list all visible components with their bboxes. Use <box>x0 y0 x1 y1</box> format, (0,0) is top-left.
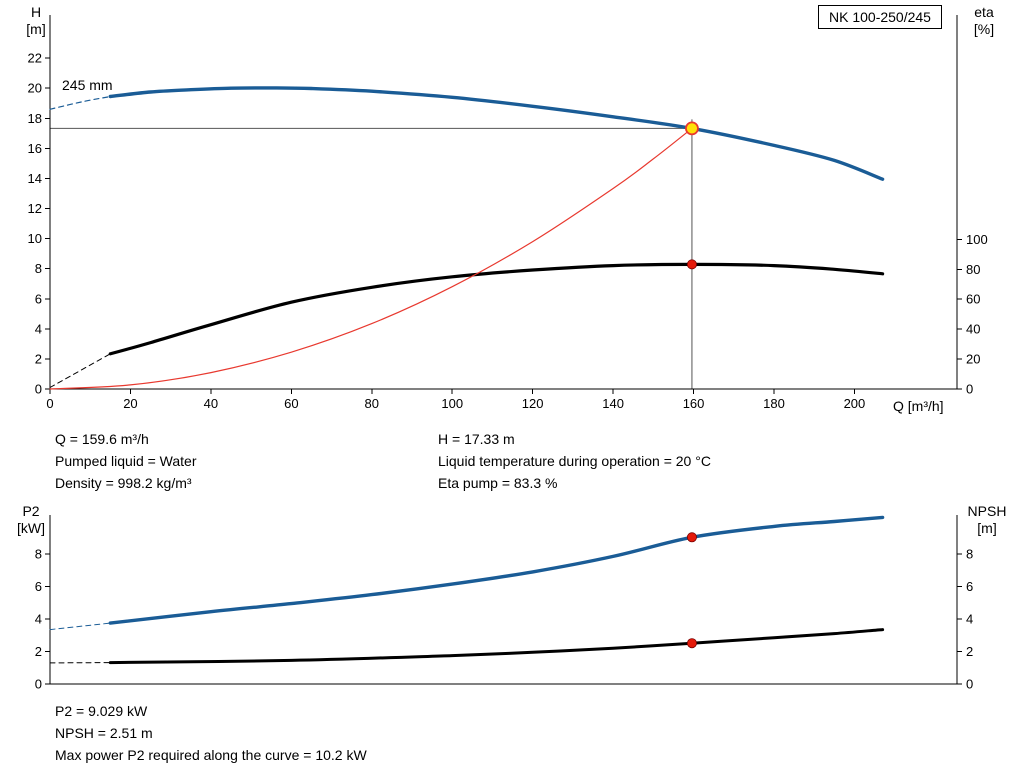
svg-text:2: 2 <box>35 351 42 366</box>
svg-text:100: 100 <box>441 396 463 411</box>
info-h-value: H = 17.33 m <box>438 431 515 447</box>
p2-curve <box>108 515 885 625</box>
system-curve <box>49 127 693 390</box>
npsh-point <box>686 638 697 649</box>
efficiency-curve <box>108 262 885 356</box>
efficiency-point <box>686 259 697 270</box>
p2-axis-title-unit: [kW] <box>17 520 45 536</box>
info-max-power: Max power P2 required along the curve = … <box>55 747 367 763</box>
h-axis-title: H [m] <box>20 4 52 38</box>
efficiency-curve-dashed <box>49 353 111 388</box>
svg-text:8: 8 <box>35 547 42 562</box>
info-density: Density = 998.2 kg/m³ <box>55 475 192 491</box>
svg-text:0: 0 <box>966 677 973 692</box>
svg-text:2: 2 <box>966 644 973 659</box>
svg-text:20: 20 <box>966 352 980 367</box>
svg-text:20: 20 <box>123 396 137 411</box>
svg-text:2: 2 <box>35 644 42 659</box>
svg-text:200: 200 <box>844 396 866 411</box>
svg-text:0: 0 <box>35 382 42 397</box>
power-info: P2 = 9.029 kW NPSH = 2.51 m Max power P2… <box>55 700 367 766</box>
svg-text:40: 40 <box>966 322 980 337</box>
p2-npsh-chart: 0 2 4 6 8 0 2 4 6 8 <box>35 515 973 692</box>
npsh-axis-title-symbol: NPSH <box>967 503 1007 519</box>
svg-text:40: 40 <box>204 396 218 411</box>
svg-text:20: 20 <box>28 81 42 96</box>
q-axis-title: Q [m³/h] <box>893 398 944 414</box>
svg-text:6: 6 <box>35 291 42 306</box>
svg-text:140: 140 <box>602 396 624 411</box>
svg-text:160: 160 <box>683 396 705 411</box>
svg-text:8: 8 <box>966 547 973 562</box>
svg-text:8: 8 <box>35 261 42 276</box>
eta-axis-title-unit: [%] <box>973 21 995 37</box>
svg-text:6: 6 <box>966 579 973 594</box>
svg-text:10: 10 <box>28 231 42 246</box>
svg-text:4: 4 <box>966 612 973 627</box>
svg-text:60: 60 <box>284 396 298 411</box>
p2-point <box>686 532 697 543</box>
pump-curve-245mm <box>108 86 885 181</box>
svg-text:0: 0 <box>35 677 42 692</box>
eta-axis-title: eta [%] <box>964 4 1004 38</box>
info-eta-pump: Eta pump = 83.3 % <box>438 475 558 491</box>
duty-point <box>685 121 699 136</box>
npsh-axis-title-unit: [m] <box>977 520 997 536</box>
info-liquid-temperature: Liquid temperature during operation = 20… <box>438 453 711 469</box>
p2-axis-title-symbol: P2 <box>22 503 40 519</box>
eta-axis-title-symbol: eta <box>974 4 994 20</box>
svg-text:14: 14 <box>28 171 42 186</box>
svg-text:0: 0 <box>46 396 53 411</box>
svg-text:6: 6 <box>35 579 42 594</box>
svg-text:80: 80 <box>966 262 980 277</box>
pump-curve-dashed <box>49 95 111 110</box>
h-axis-title-unit: [m] <box>26 21 46 37</box>
duty-info-right: H = 17.33 m Liquid temperature during op… <box>438 428 711 494</box>
info-pumped-liquid: Pumped liquid = Water <box>55 453 197 469</box>
svg-text:4: 4 <box>35 612 42 627</box>
info-p2-value: P2 = 9.029 kW <box>55 703 148 719</box>
info-npsh-value: NPSH = 2.51 m <box>55 725 153 741</box>
svg-text:12: 12 <box>28 201 42 216</box>
p2-axis-title: P2 [kW] <box>12 503 50 537</box>
svg-text:180: 180 <box>763 396 785 411</box>
svg-text:16: 16 <box>28 141 42 156</box>
duty-info-left: Q = 159.6 m³/h Pumped liquid = Water Den… <box>55 428 197 494</box>
pump-model-badge: NK 100-250/245 <box>818 5 942 29</box>
svg-text:60: 60 <box>966 292 980 307</box>
svg-text:18: 18 <box>28 111 42 126</box>
h-axis-title-symbol: H <box>30 4 42 20</box>
svg-text:22: 22 <box>28 51 42 66</box>
svg-text:100: 100 <box>966 232 988 247</box>
svg-text:120: 120 <box>522 396 544 411</box>
svg-text:4: 4 <box>35 321 42 336</box>
hq-chart: 0 2 4 6 8 10 12 14 16 18 20 22 0 20 40 60 80 100 0 20 40 60 80… <box>28 15 988 411</box>
svg-text:0: 0 <box>966 382 973 397</box>
npsh-axis-title: NPSH [m] <box>960 503 1014 537</box>
info-q-value: Q = 159.6 m³/h <box>55 431 149 447</box>
svg-text:80: 80 <box>365 396 379 411</box>
npsh-curve <box>108 628 885 665</box>
impeller-size-label: 245 mm <box>62 77 113 93</box>
p2-curve-dashed <box>49 622 111 631</box>
